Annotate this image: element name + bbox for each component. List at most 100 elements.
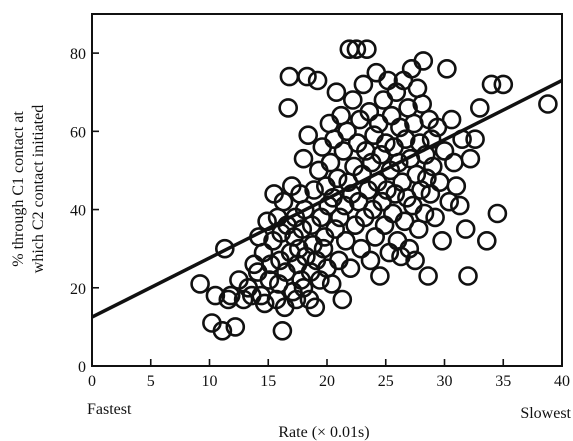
data-point <box>399 238 420 259</box>
data-point <box>458 266 478 286</box>
x-tick-label: 25 <box>378 373 394 390</box>
data-point <box>225 317 246 337</box>
data-point <box>432 231 452 251</box>
y-axis-title-line-1: % through C1 contact at <box>10 111 27 267</box>
data-point <box>335 231 356 251</box>
data-point <box>215 238 235 259</box>
data-point <box>411 180 431 200</box>
data-point <box>476 231 497 251</box>
x-tick-label: 40 <box>554 373 570 390</box>
data-point <box>387 231 408 251</box>
data-point <box>293 148 314 169</box>
data-point <box>441 109 462 130</box>
data-point <box>260 254 281 275</box>
data-point <box>422 156 443 177</box>
data-point <box>412 94 433 114</box>
data-point <box>360 250 381 271</box>
plot-area <box>91 39 563 341</box>
x-tick-label: 5 <box>147 373 155 390</box>
data-point <box>273 191 294 212</box>
y-axis-title-line-2: which C2 contact initiated <box>30 105 47 273</box>
data-point <box>420 184 441 204</box>
axes: 0 5 10 15 20 25 30 35 40 0 20 40 60 80 <box>70 13 570 390</box>
regression-line <box>91 78 563 319</box>
y-tick-label: 0 <box>78 359 86 376</box>
data-point <box>205 285 226 306</box>
y-tick-label: 80 <box>70 46 86 63</box>
x-end-label-slowest: Slowest <box>520 405 571 422</box>
data-point <box>190 274 210 294</box>
data-point <box>330 207 350 228</box>
data-point <box>297 66 317 87</box>
data-point <box>298 125 319 145</box>
data-point <box>414 203 435 224</box>
data-point <box>446 176 467 196</box>
data-point <box>351 238 371 259</box>
y-tick-label: 40 <box>70 203 86 220</box>
data-point <box>538 94 558 114</box>
x-tick-label: 10 <box>202 373 218 390</box>
data-point <box>342 90 363 110</box>
data-point <box>405 250 425 271</box>
data-point <box>413 51 434 71</box>
data-point <box>337 121 357 142</box>
data-point <box>353 74 374 95</box>
data-point <box>325 219 346 239</box>
x-tick-label: 20 <box>319 373 335 390</box>
data-point <box>321 274 342 294</box>
data-point <box>294 199 315 220</box>
data-point <box>293 277 314 298</box>
data-point <box>469 98 490 118</box>
data-point <box>381 105 402 126</box>
x-tick-label: 30 <box>437 373 453 390</box>
data-point <box>379 242 400 263</box>
data-point <box>493 74 514 95</box>
data-point <box>279 66 300 87</box>
data-point <box>326 82 347 102</box>
data-point <box>292 219 313 239</box>
data-point <box>278 98 299 118</box>
data-point <box>359 102 380 122</box>
data-point <box>305 297 326 318</box>
data-point <box>434 141 455 161</box>
data-point <box>346 39 367 60</box>
data-point <box>370 266 390 286</box>
data-point <box>212 320 233 341</box>
y-tick-label: 20 <box>70 281 86 298</box>
data-point <box>444 152 464 173</box>
data-point <box>437 59 457 79</box>
data-point <box>373 90 394 110</box>
data-point <box>390 117 410 138</box>
data-point <box>388 152 409 173</box>
data-point <box>365 227 386 247</box>
data-point <box>327 168 348 189</box>
data-point <box>332 289 353 310</box>
data-point <box>487 203 508 224</box>
data-point <box>395 129 416 149</box>
data-point <box>418 266 438 286</box>
data-point <box>304 180 324 200</box>
data-point <box>313 238 334 259</box>
x-tick-label: 35 <box>495 373 511 390</box>
data-point <box>449 195 470 216</box>
data-point <box>272 320 293 341</box>
x-end-label-fastest: Fastest <box>87 401 132 418</box>
data-point <box>425 207 445 228</box>
data-point <box>357 39 377 60</box>
data-point <box>439 191 460 212</box>
data-point <box>460 148 481 169</box>
x-axis-title: Rate (× 0.01s) <box>278 424 369 441</box>
data-point <box>307 70 328 91</box>
data-point <box>374 215 395 235</box>
data-point <box>254 293 275 314</box>
x-tick-label: 0 <box>88 373 96 390</box>
data-point <box>481 74 502 95</box>
y-tick-label: 60 <box>70 124 86 141</box>
data-point <box>340 258 361 279</box>
data-point <box>407 78 428 99</box>
data-point <box>220 285 241 306</box>
data-point <box>465 129 485 149</box>
data-point <box>455 219 476 239</box>
x-tick-label: 15 <box>260 373 276 390</box>
